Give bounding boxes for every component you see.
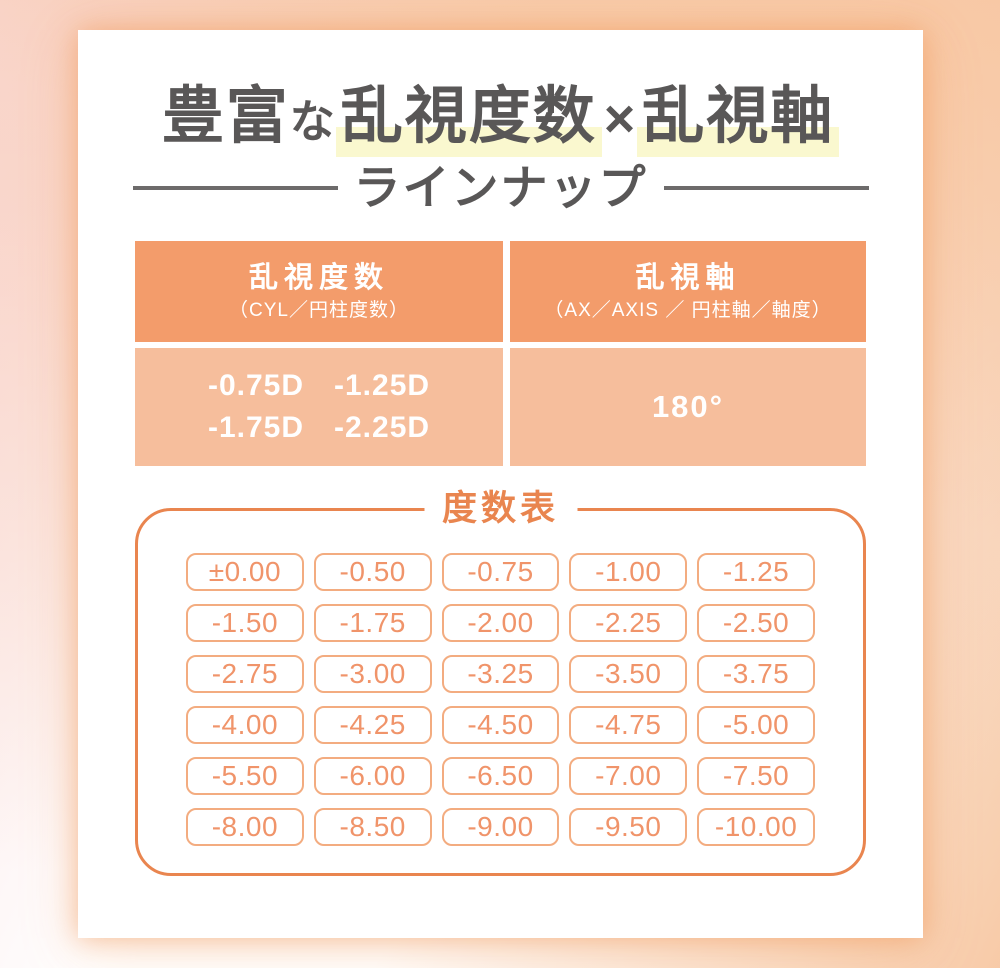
axis-header-cell: 乱視軸 （AX／AXIS ／ 円柱軸／軸度） [510, 241, 866, 342]
cyl-value: -1.25D [334, 369, 431, 402]
power-value-pill: -8.00 [186, 808, 304, 846]
power-chart-title: 度数表 [423, 489, 578, 529]
power-value-pill: -6.00 [313, 757, 432, 795]
cyl-body-cell: -0.75D -1.25D -1.75D -2.25D [135, 348, 503, 466]
cyl-header-cell: 乱視度数 （CYL／円柱度数） [135, 241, 503, 342]
power-grid: ±0.00 -0.50 -0.75 -1.00 -1.25 -1.50 -1.75 -2.00… [138, 511, 863, 846]
power-value-pill: -9.50 [569, 808, 688, 846]
subtitle-row: ラインナップ [78, 164, 923, 211]
axis-body-cell: 180° [510, 348, 866, 466]
power-value-pill: -8.50 [313, 808, 432, 846]
subtitle-line-left [132, 185, 338, 190]
title-particle: な [289, 96, 336, 147]
power-value-pill: -2.50 [697, 604, 815, 642]
power-chart-box: 度数表 ±0.00 -0.50 -0.75 -1.00 -1.25 -1.50 -1.75-… [135, 489, 866, 876]
cyl-header-subtitle: （CYL／円柱度数） [229, 299, 409, 321]
power-value-pill: -1.25 [697, 553, 815, 591]
power-value-pill: -4.00 [186, 706, 304, 744]
power-value-pill: -4.25 [313, 706, 432, 744]
power-value-pill: -5.50 [186, 757, 304, 795]
power-value-pill: -1.50 [186, 604, 304, 642]
axis-value: 180° [651, 389, 725, 424]
axis-header-title: 乱視軸 [635, 261, 741, 294]
cyl-value: -0.75D [207, 369, 304, 402]
power-value-pill: -3.75 [697, 655, 815, 693]
power-value-pill: -2.00 [441, 604, 560, 642]
spec-column-cyl: 乱視度数 （CYL／円柱度数） -0.75D -1.25D -1.75D -2.… [135, 241, 503, 466]
power-value-pill: -0.75 [441, 553, 560, 591]
title-multiply-sign: × [603, 89, 636, 149]
power-value-pill: -3.50 [569, 655, 688, 693]
axis-header-subtitle: （AX／AXIS ／ 円柱軸／軸度） [544, 299, 832, 321]
title-highlight-cyl: 乱視度数 [335, 82, 602, 157]
power-value-pill: -10.00 [697, 808, 815, 846]
title-lead: 豊富 [161, 82, 290, 151]
power-value-pill: -4.50 [441, 706, 560, 744]
power-value-pill: -3.00 [313, 655, 432, 693]
power-value-pill: -9.00 [441, 808, 560, 846]
spec-table: 乱視度数 （CYL／円柱度数） -0.75D -1.25D -1.75D -2.… [135, 241, 866, 466]
power-value-pill: -6.50 [441, 757, 560, 795]
power-value-pill: -7.00 [569, 757, 688, 795]
power-value-pill: -1.00 [569, 553, 688, 591]
page-title: 豊富な乱視度数 × 乱視軸 [78, 82, 923, 157]
power-value-pill: -1.75 [313, 604, 432, 642]
power-value-pill: ±0.00 [186, 553, 304, 591]
power-value-pill: -2.75 [186, 655, 304, 693]
cyl-value-row: -0.75D -1.25D [208, 371, 430, 401]
cyl-header-title: 乱視度数 [248, 261, 389, 294]
cyl-value: -1.75D [207, 411, 304, 444]
cyl-value: -2.25D [334, 411, 431, 444]
power-value-pill: -3.25 [441, 655, 560, 693]
power-value-pill: -2.25 [569, 604, 688, 642]
main-card: 豊富な乱視度数 × 乱視軸 ラインナップ 乱視度数 （CYL／円柱度数） -0.75… [78, 30, 923, 938]
power-value-pill: -5.00 [697, 706, 815, 744]
cyl-value-row: -1.75D -2.25D [208, 413, 430, 443]
power-value-pill: -4.75 [569, 706, 688, 744]
title-highlight-axis: 乱視軸 [637, 82, 840, 157]
subtitle-text: ラインナップ [353, 161, 648, 214]
spec-column-axis: 乱視軸 （AX／AXIS ／ 円柱軸／軸度） 180° [510, 241, 866, 466]
power-value-pill: -7.50 [697, 757, 815, 795]
subtitle-line-right [663, 185, 869, 190]
power-value-pill: -0.50 [313, 553, 432, 591]
